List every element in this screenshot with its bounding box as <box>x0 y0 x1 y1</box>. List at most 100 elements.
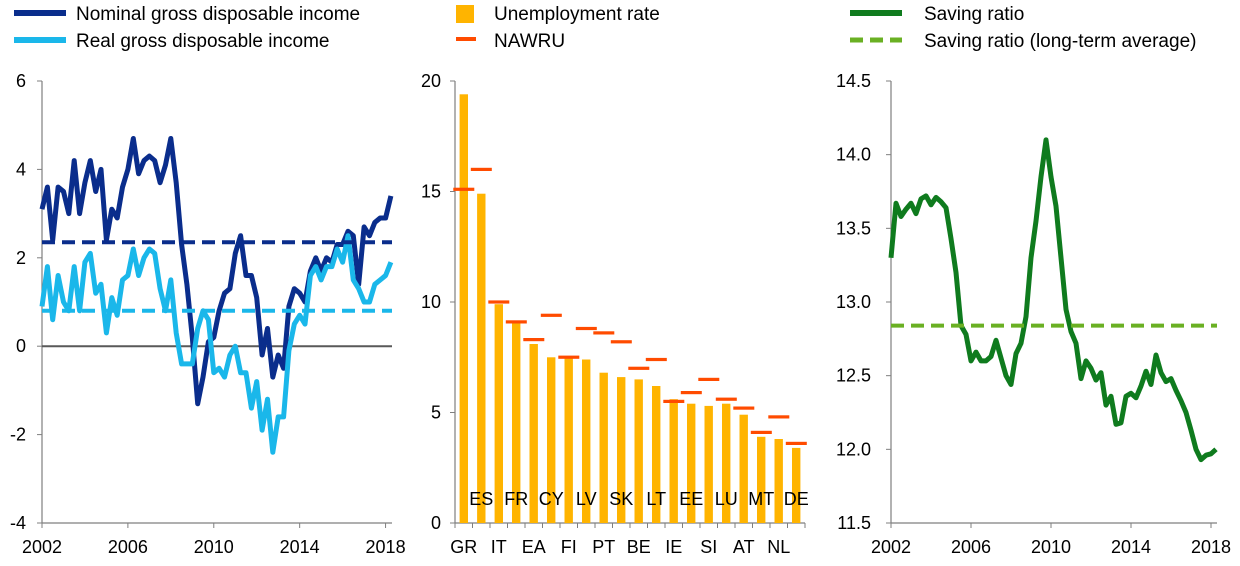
marker-nawru-fi <box>558 355 580 359</box>
marker-nawru-lt <box>645 357 667 362</box>
marker-nawru-es <box>470 167 492 171</box>
series-line-real-gross-disposable-income <box>39 233 394 455</box>
category-label-sk: SK <box>609 489 633 509</box>
marker-nawru-it <box>488 300 510 304</box>
x-tick-label: 2014 <box>1111 537 1151 557</box>
legend-panel-1: Nominal gross disposable income Real gro… <box>14 4 360 52</box>
category-label-si: SI <box>700 537 717 557</box>
category-label-ie: IE <box>665 537 682 557</box>
y-tick-label: 11.5 <box>837 513 871 533</box>
category-label-pt: PT <box>592 537 615 557</box>
bar-unemployment-ie <box>669 399 678 523</box>
marker-nawru-cy <box>540 313 562 317</box>
legend-swatch-real <box>14 37 66 43</box>
x-tick-label: 2010 <box>194 537 234 557</box>
x-tick-label: 2006 <box>951 537 991 557</box>
y-tick-label: 4 <box>16 159 26 179</box>
category-label-lv: LV <box>576 489 597 509</box>
marker-nawru-mt <box>750 430 772 434</box>
x-tick-label: 2014 <box>280 537 320 557</box>
category-label-es: ES <box>469 489 493 509</box>
bar-unemployment-fr <box>512 321 521 523</box>
bar-unemployment-ee <box>687 403 696 523</box>
y-tick-label: 2 <box>16 248 26 268</box>
y-tick-label: 6 <box>16 71 26 91</box>
legend-panel-2: Unemployment rate NAWRU <box>456 4 660 52</box>
category-label-nl: NL <box>767 537 790 557</box>
y-tick-label: 10 <box>421 292 441 312</box>
legend-swatch-saving <box>850 10 902 16</box>
y-tick-label: 13.5 <box>836 218 871 238</box>
y-tick-label: 14.5 <box>836 71 871 91</box>
x-tick-label: 2006 <box>108 537 148 557</box>
category-label-ee: EE <box>679 489 703 509</box>
bar-unemployment-lv <box>582 359 591 523</box>
y-tick-label: 14.0 <box>836 145 871 165</box>
y-tick-label: -2 <box>10 425 26 445</box>
bar-unemployment-nl <box>774 439 783 523</box>
category-label-be: BE <box>627 537 651 557</box>
y-tick-label: 0 <box>16 336 26 356</box>
y-tick-label: 12.5 <box>836 366 871 386</box>
series-line-saving-ratio <box>888 137 1218 463</box>
category-label-fi: FI <box>561 537 577 557</box>
category-label-it: IT <box>491 537 507 557</box>
y-tick-label: 20 <box>421 71 441 91</box>
x-tick-label: 2002 <box>22 537 62 557</box>
bar-unemployment-fi <box>564 357 573 524</box>
category-label-fr: FR <box>504 489 528 509</box>
x-tick-label: 2002 <box>871 537 911 557</box>
bar-unemployment-cy <box>547 357 556 524</box>
marker-nawru-ie <box>663 399 685 403</box>
y-tick-label: 12.0 <box>836 439 871 459</box>
bar-unemployment-de <box>792 447 801 523</box>
y-tick-label: 5 <box>431 403 441 423</box>
marker-nawru-sk <box>610 340 632 344</box>
x-tick-label: 2018 <box>1191 537 1231 557</box>
legend-label-nawru: NAWRU <box>494 31 565 52</box>
legend-label-real: Real gross disposable income <box>76 31 329 52</box>
y-tick-label: 15 <box>421 182 441 202</box>
marker-nawru-ee <box>680 391 702 395</box>
category-label-at: AT <box>733 537 755 557</box>
legend-swatch-nawru <box>456 37 476 41</box>
category-label-lt: LT <box>646 489 666 509</box>
marker-nawru-lu <box>715 397 737 401</box>
marker-nawru-gr <box>453 187 475 191</box>
panel-income: 6 4 2 0 -2 -4 2002 2006 2010 2014 2018 <box>10 71 406 557</box>
legend-label-nominal: Nominal gross disposable income <box>76 4 360 25</box>
x-tick-label: 2010 <box>1031 537 1071 557</box>
legend-label-saving: Saving ratio <box>924 4 1024 25</box>
marker-nawru-de <box>785 441 807 445</box>
bar-unemployment-gr <box>459 94 468 524</box>
y-tick-label: -4 <box>10 513 26 533</box>
marker-nawru-be <box>628 366 650 370</box>
legend-swatch-nominal <box>14 10 66 16</box>
category-label-lu: LU <box>715 489 738 509</box>
bar-unemployment-pt <box>599 372 608 523</box>
bar-unemployment-lt <box>652 386 661 523</box>
bar-unemployment-mt <box>757 436 766 523</box>
bar-unemployment-at <box>739 414 748 523</box>
category-label-de: DE <box>784 489 809 509</box>
marker-nawru-lv <box>575 326 597 331</box>
category-label-ea: EA <box>522 537 546 557</box>
marker-nawru-pt <box>593 331 615 335</box>
y-tick-label: 0 <box>431 513 441 533</box>
bar-unemployment-es <box>477 193 486 523</box>
marker-nawru-si <box>698 377 720 381</box>
category-label-gr: GR <box>450 537 477 557</box>
bar-unemployment-lu <box>722 403 731 523</box>
bar-unemployment-sk <box>617 377 626 523</box>
x-tick-label: 2018 <box>366 537 406 557</box>
marker-nawru-ea <box>523 338 545 342</box>
category-label-cy: CY <box>539 489 564 509</box>
bar-unemployment-si <box>704 405 713 523</box>
y-tick-label: 13.0 <box>836 292 871 312</box>
marker-nawru-fr <box>505 320 527 324</box>
legend-panel-3: Saving ratio Saving ratio (long-term ave… <box>850 4 1196 52</box>
bar-unemployment-ea <box>529 344 538 523</box>
marker-nawru-nl <box>768 415 790 419</box>
